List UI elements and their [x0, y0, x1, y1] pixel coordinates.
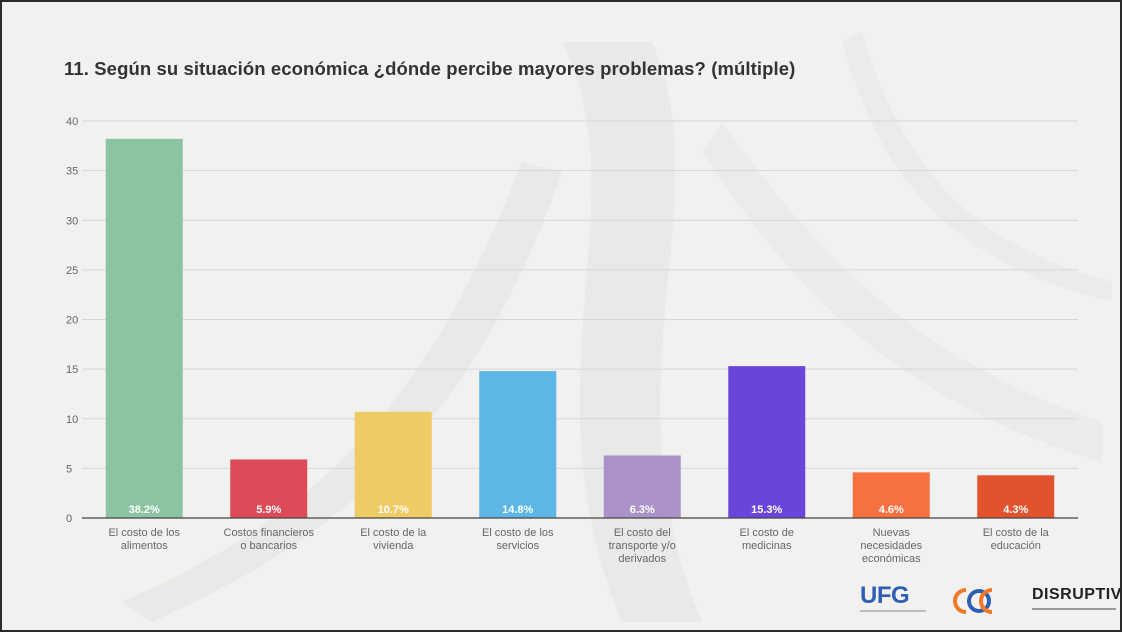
x-tick-label-line: El costo de los: [108, 527, 180, 539]
x-tick-label: El costo del transporte y/o derivados: [609, 527, 676, 565]
x-tick-label-line: medicinas: [742, 540, 792, 552]
y-tick-label: 35: [66, 166, 78, 178]
disruptiva-logo: DISRUPTIVA: [1032, 586, 1121, 610]
x-tick-label-line: El costo de: [740, 527, 794, 539]
y-tick-label: 5: [66, 463, 72, 475]
x-tick-label-line: vivienda: [373, 540, 414, 552]
x-tick-label-line: El costo del: [614, 527, 671, 539]
bar: [479, 371, 557, 518]
x-tick-label-line: transporte y/o: [609, 540, 676, 552]
data-label: 6.3%: [630, 504, 655, 516]
bars: [105, 138, 1055, 519]
x-tick-label-line: necesidades: [860, 540, 922, 552]
y-tick-label: 0: [66, 513, 72, 525]
bar: [105, 138, 183, 519]
y-tick-label: 20: [66, 315, 78, 327]
x-tick-label-line: alimentos: [121, 540, 169, 552]
y-tick-label: 15: [66, 364, 78, 376]
x-tick-label: El costo de la vivienda: [360, 527, 427, 552]
y-tick-label: 40: [66, 116, 78, 128]
x-tick-label: Nuevas necesidades económicas: [860, 527, 922, 565]
x-tick-label: El costo de la educación: [983, 527, 1050, 552]
data-labels: 38.2% 5.9% 10.7% 14.8% 6.3% 15.3% 4.6% 4.3%: [129, 504, 1029, 516]
x-tick-label-line: El costo de la: [983, 527, 1050, 539]
x-tick-label-line: económicas: [862, 553, 921, 565]
data-label: 10.7%: [378, 504, 409, 516]
x-tick-label-line: derivados: [618, 553, 666, 565]
data-label: 4.6%: [879, 504, 904, 516]
x-tick-label: El costo de los servicios: [482, 527, 554, 552]
x-tick-label-line: educación: [991, 540, 1041, 552]
x-tick-label-line: El costo de la: [360, 527, 427, 539]
y-tick-label: 10: [66, 414, 78, 426]
data-label: 15.3%: [751, 504, 782, 516]
ufg-logo: UFG: [860, 582, 926, 612]
x-tick-label-line: El costo de los: [482, 527, 554, 539]
bar: [728, 366, 806, 518]
x-tick-label-line: o bancarios: [240, 540, 297, 552]
y-tick-label: 30: [66, 215, 78, 227]
chart-title: 11. Según su situación económica ¿dónde …: [64, 58, 796, 79]
data-label: 4.3%: [1003, 504, 1028, 516]
disruptiva-logo-text: DISRUPTIVA: [1032, 586, 1121, 603]
x-tick-label: El costo de medicinas: [740, 527, 794, 552]
ufg-logo-text: UFG: [860, 582, 910, 609]
footer-logos: UFG DISRUPTIVA: [860, 580, 1120, 626]
bar: [230, 459, 308, 518]
x-tick-label-line: Nuevas: [873, 527, 911, 539]
x-tick-label: Costos financieros o bancarios: [224, 527, 315, 552]
y-tick-label: 25: [66, 265, 78, 277]
bar: [354, 411, 432, 518]
data-label: 38.2%: [129, 504, 160, 516]
data-label: 5.9%: [256, 504, 281, 516]
cec-logo: [953, 588, 993, 614]
y-axis-ticks: 0 5 10 15 20 25 30 35 40: [66, 116, 78, 525]
bar: [852, 472, 930, 518]
bar: [977, 475, 1055, 518]
data-label: 14.8%: [502, 504, 533, 516]
x-tick-label-line: servicios: [496, 540, 539, 552]
x-tick-label: El costo de los alimentos: [108, 527, 180, 552]
grid-lines: [82, 120, 1078, 469]
bar: [603, 455, 681, 518]
x-tick-label-line: Costos financieros: [224, 527, 315, 539]
